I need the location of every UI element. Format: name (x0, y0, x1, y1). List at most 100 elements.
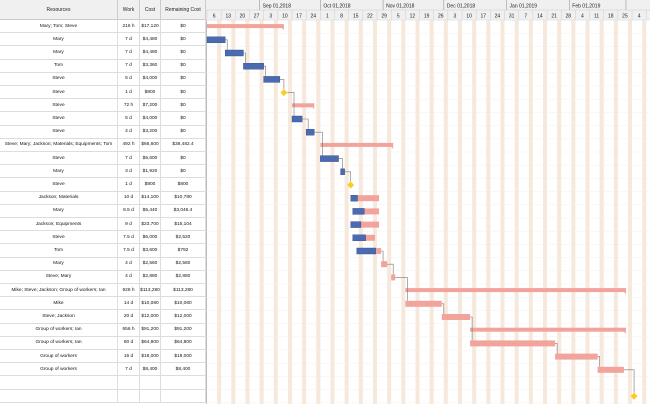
cell-remaining-cost[interactable]: $0 (161, 20, 206, 34)
cell-resources[interactable]: Group of workers; Ian (0, 323, 118, 337)
cell-work[interactable]: 5 d (118, 72, 140, 86)
cell-cost[interactable]: $3,600 (140, 244, 161, 258)
cell-work[interactable]: 8.5 d (118, 204, 140, 218)
cell-cost[interactable]: $10,080 (140, 297, 161, 311)
cell-work[interactable]: 9 d (118, 218, 140, 232)
cell-work[interactable]: 1 d (118, 86, 140, 100)
cell-remaining-cost[interactable]: $91,200 (161, 323, 206, 337)
cell-work[interactable]: 7 d (118, 363, 140, 377)
cell-work[interactable]: 4 d (118, 270, 140, 284)
cell-resources[interactable]: Mary; Tom; Steve (0, 20, 118, 34)
cell-cost[interactable]: $2,880 (140, 270, 161, 284)
cell-remaining-cost[interactable]: $12,000 (161, 310, 206, 324)
cell-resources[interactable]: Steve (0, 231, 118, 245)
column-header-work[interactable]: Work (118, 0, 140, 20)
cell-remaining-cost[interactable]: $3,046.4 (161, 204, 206, 218)
cell-resources[interactable]: Group of workers (0, 363, 118, 377)
cell-cost[interactable]: $3,360 (140, 59, 161, 73)
cell-remaining-cost[interactable]: $113,280 (161, 284, 206, 298)
cell-remaining-cost[interactable]: $0 (161, 112, 206, 126)
cell-remaining-cost[interactable]: $0 (161, 152, 206, 166)
cell-resources[interactable]: Steve (0, 86, 118, 100)
column-header-cost[interactable]: Cost (140, 0, 161, 20)
cell-cost[interactable]: $1,920 (140, 165, 161, 179)
cell-cost[interactable]: $113,280 (140, 284, 161, 298)
cell-cost[interactable] (140, 376, 161, 390)
cell-resources[interactable]: Mary (0, 204, 118, 218)
column-header-resources[interactable]: Resources (0, 0, 118, 20)
cell-remaining-cost[interactable]: $800 (161, 178, 206, 192)
cell-resources[interactable]: Steve (0, 178, 118, 192)
cell-remaining-cost[interactable]: $8,400 (161, 363, 206, 377)
cell-resources[interactable]: Steve; Mary; Jackson; Materials; Equipme… (0, 138, 118, 152)
cell-cost[interactable]: $4,000 (140, 72, 161, 86)
cell-cost[interactable]: $3,200 (140, 125, 161, 139)
cell-remaining-cost[interactable]: $0 (161, 99, 206, 113)
cell-work[interactable]: 7.5 d (118, 244, 140, 258)
cell-remaining-cost[interactable]: $2,520 (161, 231, 206, 245)
cell-resources[interactable]: Steve; Jackson (0, 310, 118, 324)
cell-remaining-cost[interactable]: $10,780 (161, 191, 206, 205)
cell-cost[interactable]: $4,480 (140, 33, 161, 47)
cell-cost[interactable]: $800 (140, 86, 161, 100)
cell-cost[interactable] (140, 389, 161, 403)
cell-cost[interactable]: $6,000 (140, 231, 161, 245)
cell-cost[interactable]: $12,000 (140, 310, 161, 324)
cell-work[interactable]: 5 d (118, 112, 140, 126)
cell-work[interactable] (118, 389, 140, 403)
cell-resources[interactable]: Jackson; Equipments (0, 218, 118, 232)
cell-remaining-cost[interactable]: $0 (161, 72, 206, 86)
cell-resources[interactable]: Group of workers (0, 350, 118, 364)
cell-remaining-cost[interactable]: $18,000 (161, 350, 206, 364)
cell-remaining-cost[interactable]: $0 (161, 125, 206, 139)
cell-cost[interactable]: $7,200 (140, 99, 161, 113)
cell-resources[interactable]: Mike (0, 297, 118, 311)
cell-work[interactable]: 15 d (118, 350, 140, 364)
cell-work[interactable]: 20 d (118, 310, 140, 324)
cell-remaining-cost[interactable]: $0 (161, 46, 206, 60)
cell-resources[interactable] (0, 389, 118, 403)
cell-work[interactable]: 72 h (118, 99, 140, 113)
cell-resources[interactable]: Steve (0, 125, 118, 139)
cell-work[interactable]: 7.5 d (118, 231, 140, 245)
cell-work[interactable]: 7 d (118, 152, 140, 166)
cell-resources[interactable]: Mary (0, 257, 118, 271)
cell-remaining-cost[interactable]: $2,880 (161, 270, 206, 284)
cell-work[interactable]: 7 d (118, 33, 140, 47)
cell-resources[interactable]: Steve (0, 152, 118, 166)
cell-remaining-cost[interactable]: $38,482.4 (161, 138, 206, 152)
cell-resources[interactable]: Tom (0, 59, 118, 73)
cell-resources[interactable] (0, 376, 118, 390)
cell-resources[interactable]: Mary (0, 165, 118, 179)
cell-work[interactable]: 14 d (118, 297, 140, 311)
cell-resources[interactable]: Tom (0, 244, 118, 258)
cell-resources[interactable]: Steve (0, 99, 118, 113)
cell-resources[interactable]: Steve (0, 112, 118, 126)
cell-remaining-cost[interactable]: $64,800 (161, 336, 206, 350)
cell-remaining-cost[interactable]: $0 (161, 86, 206, 100)
cell-work[interactable]: 492 h (118, 138, 140, 152)
cell-resources[interactable]: Mary (0, 46, 118, 60)
cell-work[interactable]: 4 d (118, 257, 140, 271)
cell-cost[interactable]: $800 (140, 178, 161, 192)
cell-cost[interactable]: $5,440 (140, 204, 161, 218)
cell-remaining-cost[interactable]: $0 (161, 33, 206, 47)
cell-resources[interactable]: Mike; Steve; Jackson; Group of workers; … (0, 284, 118, 298)
cell-work[interactable]: 10 d (118, 191, 140, 205)
cell-cost[interactable]: $4,000 (140, 112, 161, 126)
cell-work[interactable]: 4 d (118, 125, 140, 139)
cell-work[interactable]: 7 d (118, 59, 140, 73)
cell-resources[interactable]: Steve; Mary (0, 270, 118, 284)
cell-work[interactable] (118, 376, 140, 390)
cell-cost[interactable]: $4,480 (140, 46, 161, 60)
cell-remaining-cost[interactable]: $0 (161, 165, 206, 179)
cell-resources[interactable]: Jackson; Materials (0, 191, 118, 205)
cell-cost[interactable]: $8,400 (140, 363, 161, 377)
cell-remaining-cost[interactable]: $792 (161, 244, 206, 258)
cell-cost[interactable]: $91,200 (140, 323, 161, 337)
cell-cost[interactable]: $18,000 (140, 350, 161, 364)
cell-work[interactable]: 3 d (118, 165, 140, 179)
cell-remaining-cost[interactable]: $0 (161, 59, 206, 73)
cell-cost[interactable]: $14,100 (140, 191, 161, 205)
cell-remaining-cost[interactable]: $15,104 (161, 218, 206, 232)
